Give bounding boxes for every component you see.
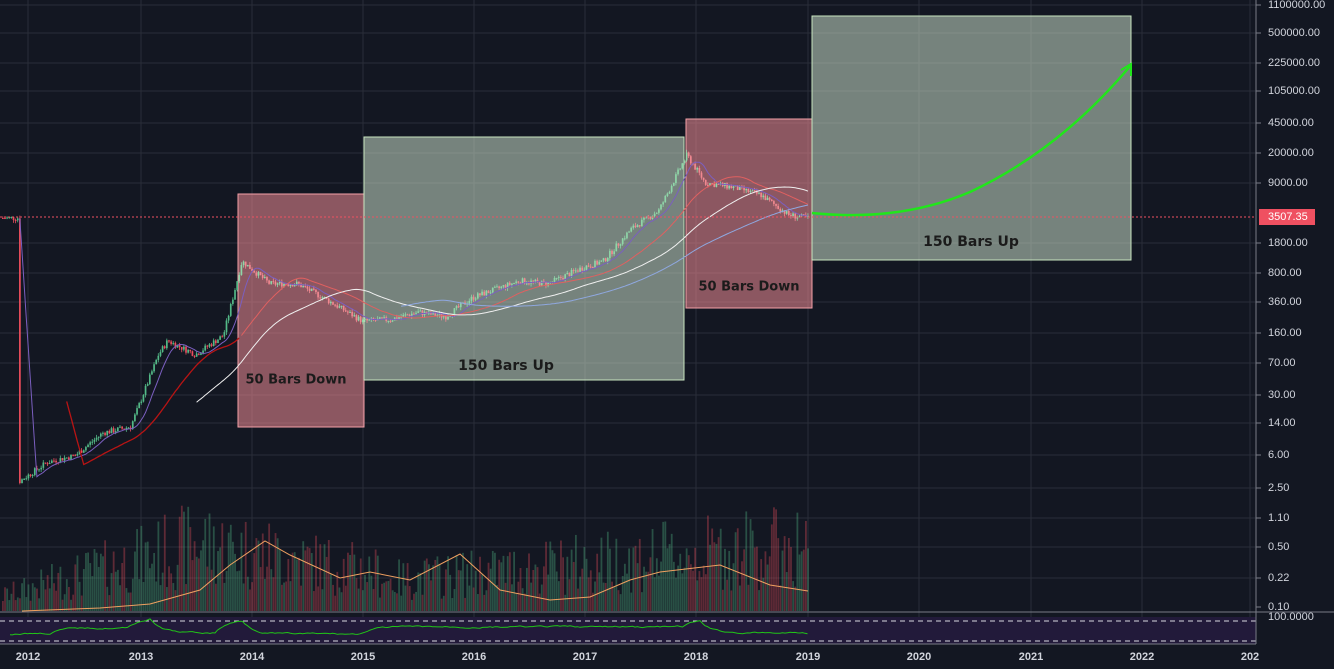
candlesticks bbox=[2, 149, 809, 485]
rsi-pane bbox=[0, 617, 1256, 644]
axes bbox=[0, 0, 1334, 645]
time-tick-label: 2018 bbox=[683, 651, 709, 663]
range-box-150-bars-up-1[interactable] bbox=[363, 136, 685, 381]
price-tick-label: 9000.00 bbox=[1268, 177, 1308, 189]
time-tick-label: 202 bbox=[1240, 651, 1260, 663]
price-tick-label: 800.00 bbox=[1268, 267, 1302, 279]
price-tick-label: 360.00 bbox=[1268, 296, 1302, 308]
price-tick-label: 14.00 bbox=[1268, 417, 1296, 429]
time-tick-label: 2020 bbox=[906, 651, 932, 663]
price-tick-label: 30.00 bbox=[1268, 389, 1296, 401]
box-label-50-bars-down-1: 50 Bars Down bbox=[245, 372, 347, 388]
moving-averages bbox=[19, 161, 809, 478]
price-tick-label: 160.00 bbox=[1268, 327, 1302, 339]
time-tick-label: 2017 bbox=[572, 651, 598, 663]
rsi-scale-label: 100.0000 bbox=[1268, 611, 1314, 623]
current-price-badge: 3507.35 bbox=[1259, 209, 1315, 225]
time-tick-label: 2016 bbox=[461, 651, 487, 663]
time-tick-label: 2012 bbox=[15, 651, 41, 663]
range-box-50-bars-down-1[interactable] bbox=[237, 193, 365, 428]
time-tick-label: 2021 bbox=[1018, 651, 1044, 663]
price-tick-label: 6.00 bbox=[1268, 449, 1290, 461]
price-tick-label: 70.00 bbox=[1268, 357, 1296, 369]
time-tick-label: 2015 bbox=[350, 651, 376, 663]
price-tick-label: 500000.00 bbox=[1268, 27, 1320, 39]
box-label-150-bars-up-2: 150 Bars Up bbox=[923, 234, 1019, 250]
volume-bars bbox=[2, 505, 809, 612]
price-tick-label: 105000.00 bbox=[1268, 85, 1320, 97]
price-tick-label: 2.50 bbox=[1268, 482, 1290, 494]
price-tick-label: 0.22 bbox=[1268, 572, 1290, 584]
price-tick-label: 20000.00 bbox=[1268, 147, 1314, 159]
time-tick-label: 2019 bbox=[795, 651, 821, 663]
range-boxes[interactable] bbox=[237, 15, 1132, 428]
time-tick-label: 2013 bbox=[128, 651, 154, 663]
price-tick-label: 1.10 bbox=[1268, 512, 1290, 524]
price-tick-label: 0.10 bbox=[1268, 601, 1290, 613]
price-tick-label: 225000.00 bbox=[1268, 57, 1320, 69]
time-tick-label: 2022 bbox=[1129, 651, 1155, 663]
range-box-150-bars-up-2[interactable] bbox=[811, 15, 1132, 261]
time-tick-label: 2014 bbox=[239, 651, 265, 663]
box-label-50-bars-down-2: 50 Bars Down bbox=[698, 279, 800, 295]
price-tick-label: 1100000.00 bbox=[1268, 0, 1326, 11]
box-label-150-bars-up-1: 150 Bars Up bbox=[458, 358, 554, 374]
price-tick-label: 1800.00 bbox=[1268, 237, 1308, 249]
projection-overlay bbox=[0, 62, 1256, 218]
price-tick-label: 45000.00 bbox=[1268, 117, 1314, 129]
price-tick-label: 0.50 bbox=[1268, 541, 1290, 553]
